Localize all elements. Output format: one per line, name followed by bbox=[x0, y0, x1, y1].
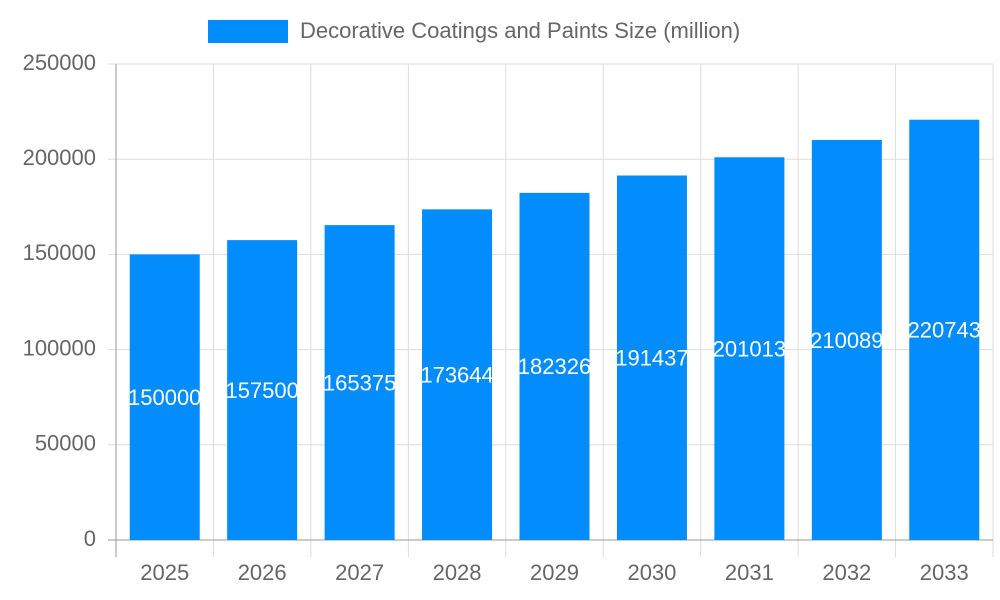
bar bbox=[129, 254, 200, 540]
data-label: 210089 bbox=[810, 328, 883, 353]
bar bbox=[324, 225, 395, 540]
y-tick-label: 50000 bbox=[35, 431, 96, 456]
data-label: 182326 bbox=[518, 354, 591, 379]
bar bbox=[227, 240, 298, 540]
x-tick-label: 2027 bbox=[335, 560, 384, 585]
x-tick-label: 2028 bbox=[433, 560, 482, 585]
y-tick-label: 200000 bbox=[23, 145, 96, 170]
legend-swatch bbox=[208, 20, 288, 43]
bar bbox=[909, 119, 980, 541]
data-label: 173644 bbox=[420, 363, 493, 388]
y-tick-label: 0 bbox=[84, 526, 96, 551]
bar bbox=[714, 157, 785, 541]
legend-label: Decorative Coatings and Paints Size (mil… bbox=[300, 18, 740, 43]
x-tick-label: 2026 bbox=[238, 560, 287, 585]
data-label: 150000 bbox=[128, 385, 201, 410]
x-tick-label: 2025 bbox=[140, 560, 189, 585]
y-tick-label: 150000 bbox=[23, 240, 96, 265]
bar bbox=[422, 209, 493, 540]
data-label: 191437 bbox=[615, 346, 688, 371]
data-label: 165375 bbox=[323, 370, 396, 395]
x-tick-label: 2031 bbox=[725, 560, 774, 585]
y-tick-label: 100000 bbox=[23, 335, 96, 360]
x-tick-label: 2029 bbox=[530, 560, 579, 585]
data-label: 220743 bbox=[908, 318, 981, 343]
bar bbox=[519, 192, 590, 540]
x-tick-label: 2032 bbox=[822, 560, 871, 585]
x-tick-label: 2030 bbox=[627, 560, 676, 585]
y-tick-label: 250000 bbox=[23, 50, 96, 75]
bar bbox=[616, 175, 687, 540]
data-label: 201013 bbox=[713, 336, 786, 361]
x-tick-label: 2033 bbox=[920, 560, 969, 585]
data-label: 157500 bbox=[225, 378, 298, 403]
bar bbox=[811, 139, 882, 540]
